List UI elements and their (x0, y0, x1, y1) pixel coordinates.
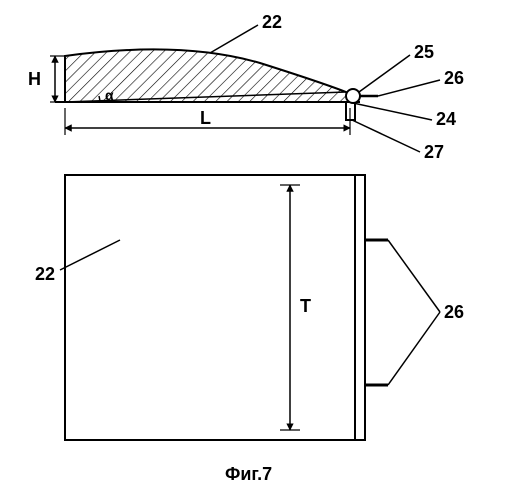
alpha-label: α (105, 87, 114, 103)
roller-circle (346, 89, 360, 103)
L-label: L (200, 108, 211, 128)
leader-27: 27 (352, 120, 444, 162)
ref24-label: 24 (436, 109, 456, 129)
dimension-H: H (28, 56, 65, 102)
leader-26-bottom: 26 (388, 240, 464, 385)
figure-caption: Фиг.7 (225, 464, 272, 484)
ref22-top-label: 22 (262, 12, 282, 32)
leader-22-top: 22 (210, 12, 282, 53)
T-label: T (300, 296, 311, 316)
side-view: α H L 22 25 (28, 12, 464, 162)
ref22-bottom-label: 22 (35, 264, 55, 284)
H-label: H (28, 69, 41, 89)
plan-view: T 22 26 (35, 175, 464, 440)
plan-rect (65, 175, 365, 440)
dimension-L: L (65, 108, 350, 135)
ref27-label: 27 (424, 142, 444, 162)
leader-24: 24 (353, 103, 456, 129)
ref25-label: 25 (414, 42, 434, 62)
leader-26-top: 26 (378, 68, 464, 96)
ref26-bottom-label: 26 (444, 302, 464, 322)
diagram-svg: α H L 22 25 (0, 0, 509, 500)
ref26-top-label: 26 (444, 68, 464, 88)
